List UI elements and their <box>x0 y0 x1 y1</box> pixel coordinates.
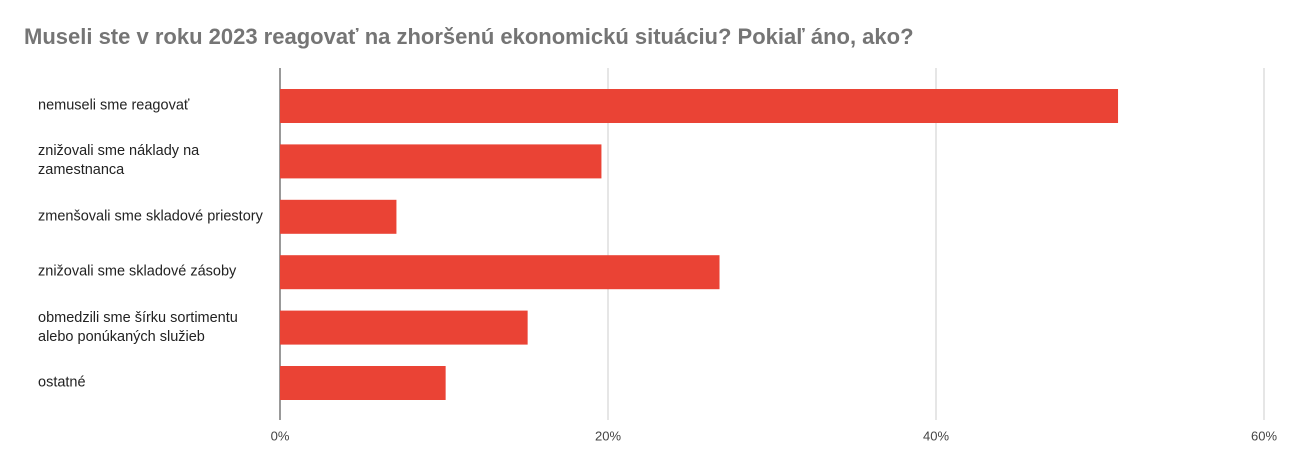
x-tick-label: 60% <box>1251 428 1277 443</box>
category-label: obmedzili sme šírku sortimentu alebo pon… <box>38 309 238 345</box>
x-tick-label: 0% <box>271 428 290 443</box>
category-label: ostatné <box>38 374 86 391</box>
bar <box>280 255 720 290</box>
category-label: nemuseli sme reagovať <box>38 97 190 114</box>
bar <box>280 89 1119 123</box>
x-tick-label: 40% <box>923 428 949 443</box>
category-label: zmenšovali sme skladové priestory <box>38 208 263 225</box>
category-label: znižovali sme náklady na zamestnanca <box>38 143 200 179</box>
bar <box>280 144 602 179</box>
chart-title: Museli ste v roku 2023 reagovať na zhorš… <box>24 24 914 49</box>
category-label: znižovali sme skladové zásoby <box>38 263 237 280</box>
bar <box>280 199 397 234</box>
x-tick-label: 20% <box>595 428 621 443</box>
bar <box>280 310 528 345</box>
bar <box>280 366 446 400</box>
